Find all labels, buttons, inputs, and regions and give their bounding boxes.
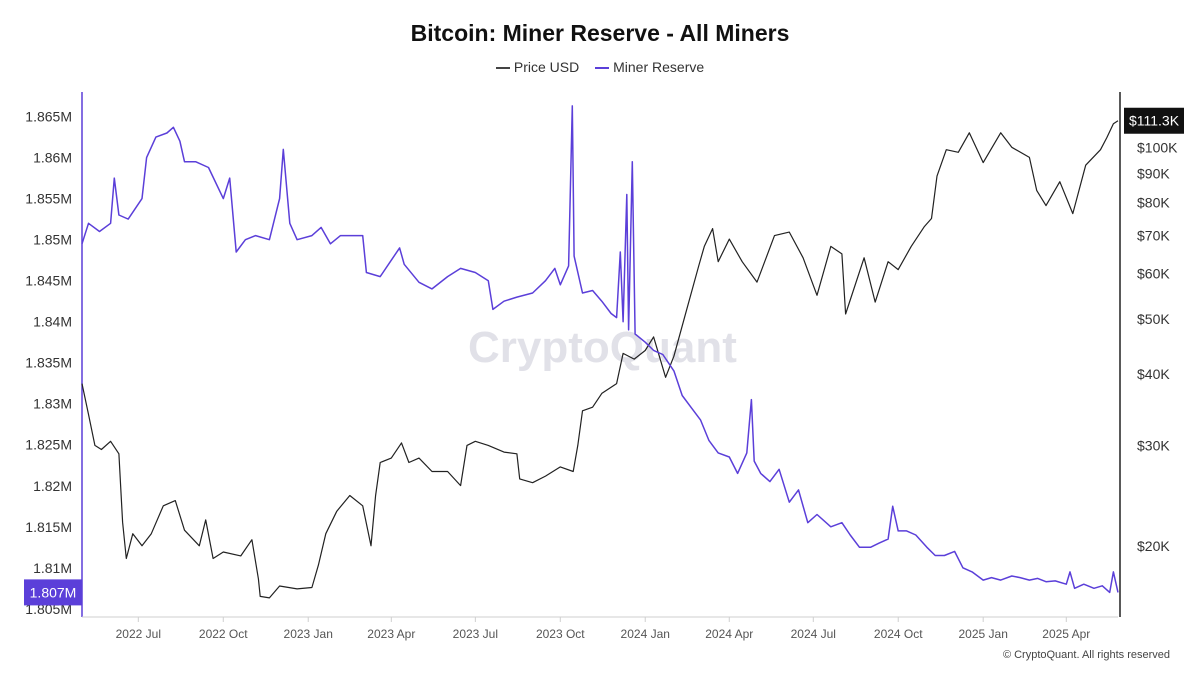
right-tick-label: $100K	[1137, 139, 1178, 155]
right-tick-label: $50K	[1137, 311, 1170, 327]
legend-item-miner-reserve[interactable]: Miner Reserve	[595, 59, 704, 75]
x-tick-label: 2023 Apr	[367, 627, 415, 641]
x-tick-label: 2024 Apr	[705, 627, 753, 641]
x-tick-label: 2023 Jul	[453, 627, 498, 641]
left-axis-ticks: 1.865M 1.86M 1.855M 1.85M 1.845M 1.84M 1.835M 1…	[25, 109, 72, 617]
left-tick-label: 1.85M	[33, 232, 72, 248]
left-tick-label: 1.855M	[25, 191, 72, 207]
x-tick-label: 2025 Jan	[958, 627, 1007, 641]
left-tick-label: 1.835M	[25, 355, 72, 371]
right-tick-label: $70K	[1137, 228, 1170, 244]
x-axis-ticks: 2022 Jul 2022 Oct 2023 Jan 2023 Apr 2023 Jul…	[116, 617, 1090, 641]
legend-label-miner-reserve: Miner Reserve	[613, 59, 705, 75]
right-tick-label: $60K	[1137, 266, 1170, 282]
current-value-badges: 1.807M $111.3K	[24, 107, 1184, 606]
x-tick-label: 2024 Oct	[874, 627, 923, 641]
axes	[81, 92, 1121, 618]
watermark: CryptoQuant	[468, 323, 737, 372]
x-tick-label: 2022 Jul	[116, 627, 161, 641]
left-tick-label: 1.86M	[33, 150, 72, 166]
left-tick-label: 1.83M	[33, 396, 72, 412]
legend-swatch-price	[495, 67, 510, 70]
x-tick-label: 2024 Jul	[791, 627, 836, 641]
right-tick-label: $40K	[1137, 366, 1170, 382]
left-tick-label: 1.865M	[25, 109, 72, 125]
legend: Price USD Miner Reserve	[0, 59, 1200, 75]
x-tick-label: 2023 Oct	[536, 627, 585, 641]
right-tick-label: $90K	[1137, 165, 1170, 181]
left-tick-label: 1.84M	[33, 314, 72, 330]
chart-title: Bitcoin: Miner Reserve - All Miners	[410, 20, 790, 46]
x-tick-label: 2023 Jan	[284, 627, 333, 641]
legend-item-price[interactable]: Price USD	[495, 59, 580, 75]
right-current-badge	[1124, 107, 1184, 134]
legend-label-price: Price USD	[513, 59, 580, 75]
left-tick-label: 1.825M	[25, 437, 72, 453]
x-tick-label: 2025 Apr	[1042, 627, 1090, 641]
left-current-badge	[24, 579, 82, 606]
x-tick-label: 2022 Oct	[199, 627, 248, 641]
right-tick-label: $30K	[1137, 437, 1170, 453]
miner-reserve-line	[81, 105, 1119, 594]
left-tick-label: 1.81M	[33, 560, 72, 576]
right-tick-label: $80K	[1137, 195, 1170, 211]
left-current-badge-label: 1.807M	[30, 584, 77, 600]
right-axis-ticks: $100K $90K $80K $70K $60K $50K $40K $30K $20K	[1137, 139, 1178, 554]
x-tick-label: 2024 Jan	[621, 627, 670, 641]
left-tick-label: 1.845M	[25, 273, 72, 289]
series-lines	[81, 105, 1119, 599]
legend-swatch-miner-reserve	[595, 67, 610, 70]
left-tick-label: 1.82M	[33, 478, 72, 494]
price-usd-line	[81, 120, 1119, 599]
left-tick-label: 1.815M	[25, 519, 72, 535]
right-tick-label: $20K	[1137, 538, 1170, 554]
right-current-badge-label: $111.3K	[1129, 113, 1180, 129]
copyright: © CryptoQuant. All rights reserved	[1002, 649, 1170, 661]
